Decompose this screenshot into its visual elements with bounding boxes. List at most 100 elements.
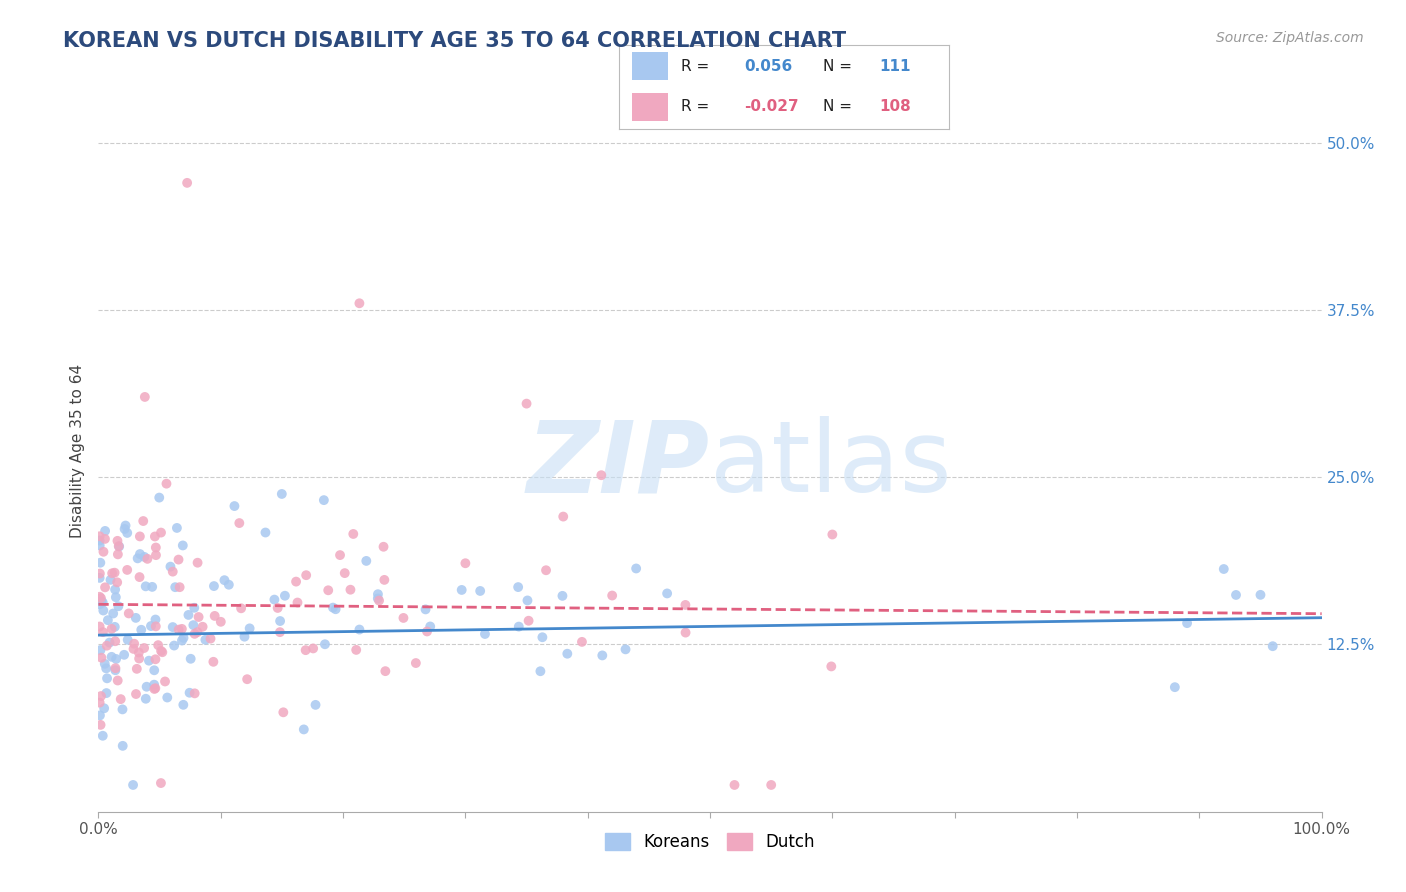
Point — [145, 613, 167, 627]
Point — [100, 649, 122, 664]
Point — [134, 640, 156, 655]
Point — [177, 607, 200, 622]
Point — [169, 580, 191, 594]
Point — [167, 623, 190, 637]
Point — [314, 637, 336, 651]
Point — [183, 600, 205, 615]
Point — [159, 559, 181, 574]
Point — [316, 583, 339, 598]
Point — [145, 652, 167, 666]
Point — [173, 631, 195, 645]
Point — [675, 625, 697, 640]
Point — [591, 648, 613, 663]
Point — [156, 690, 179, 705]
Point — [183, 686, 205, 700]
Point — [128, 570, 150, 584]
Point — [274, 589, 297, 603]
Point — [1164, 680, 1187, 694]
Point — [419, 619, 441, 633]
Point — [187, 556, 209, 570]
Point — [454, 556, 477, 570]
Point — [172, 538, 194, 552]
Point — [186, 625, 208, 640]
Point — [163, 639, 186, 653]
Point — [333, 566, 356, 581]
Point — [91, 595, 114, 609]
Point — [571, 635, 593, 649]
Point — [200, 632, 222, 646]
Point — [624, 561, 647, 575]
Legend: Koreans, Dutch: Koreans, Dutch — [599, 826, 821, 857]
Text: N =: N = — [824, 59, 852, 74]
Point — [110, 692, 132, 706]
Point — [1225, 588, 1247, 602]
Point — [105, 575, 128, 590]
Point — [104, 634, 127, 648]
Text: Source: ZipAtlas.com: Source: ZipAtlas.com — [1216, 31, 1364, 45]
Text: R =: R = — [682, 99, 710, 114]
Point — [104, 661, 127, 675]
Point — [302, 641, 325, 656]
Point — [90, 594, 112, 608]
Point — [600, 589, 623, 603]
Point — [415, 602, 437, 616]
Point — [273, 706, 295, 720]
Point — [96, 639, 118, 653]
Point — [531, 630, 554, 644]
Point — [294, 643, 316, 657]
Point — [474, 627, 496, 641]
Point — [183, 627, 205, 641]
Point — [96, 671, 118, 685]
Point — [269, 614, 291, 628]
Point — [820, 659, 842, 673]
Text: ZIP: ZIP — [527, 417, 710, 514]
Point — [138, 654, 160, 668]
Point — [344, 643, 367, 657]
Point — [368, 593, 391, 607]
Point — [155, 476, 177, 491]
Point — [89, 571, 111, 585]
Point — [356, 554, 378, 568]
Point — [392, 611, 415, 625]
Point — [125, 611, 148, 625]
Point — [1212, 562, 1234, 576]
Point — [269, 625, 291, 640]
Point — [202, 655, 225, 669]
Point — [139, 619, 162, 633]
Point — [125, 687, 148, 701]
Point — [100, 622, 122, 636]
Point — [114, 518, 136, 533]
Point — [107, 599, 129, 614]
Point — [167, 552, 190, 566]
Point — [89, 696, 111, 710]
Point — [1249, 588, 1271, 602]
Point — [150, 645, 173, 659]
Point — [141, 580, 163, 594]
Point — [115, 525, 138, 540]
Point — [135, 691, 157, 706]
Point — [107, 547, 129, 561]
Point — [180, 652, 202, 666]
Point — [204, 608, 226, 623]
Text: R =: R = — [682, 59, 710, 74]
Point — [236, 672, 259, 686]
Point — [94, 657, 117, 671]
Point — [367, 587, 389, 601]
Point — [104, 591, 127, 605]
Point — [112, 648, 135, 662]
Point — [93, 545, 115, 559]
Point — [529, 664, 551, 678]
Point — [614, 642, 637, 657]
Point — [108, 540, 131, 554]
Point — [89, 590, 111, 604]
Point — [135, 579, 157, 593]
Point — [145, 541, 167, 555]
Point — [165, 580, 187, 594]
Point — [146, 638, 169, 652]
Point — [94, 532, 117, 546]
Point — [89, 619, 111, 633]
Point — [107, 673, 129, 688]
Point — [325, 602, 347, 616]
Point — [292, 723, 315, 737]
Point — [135, 680, 157, 694]
